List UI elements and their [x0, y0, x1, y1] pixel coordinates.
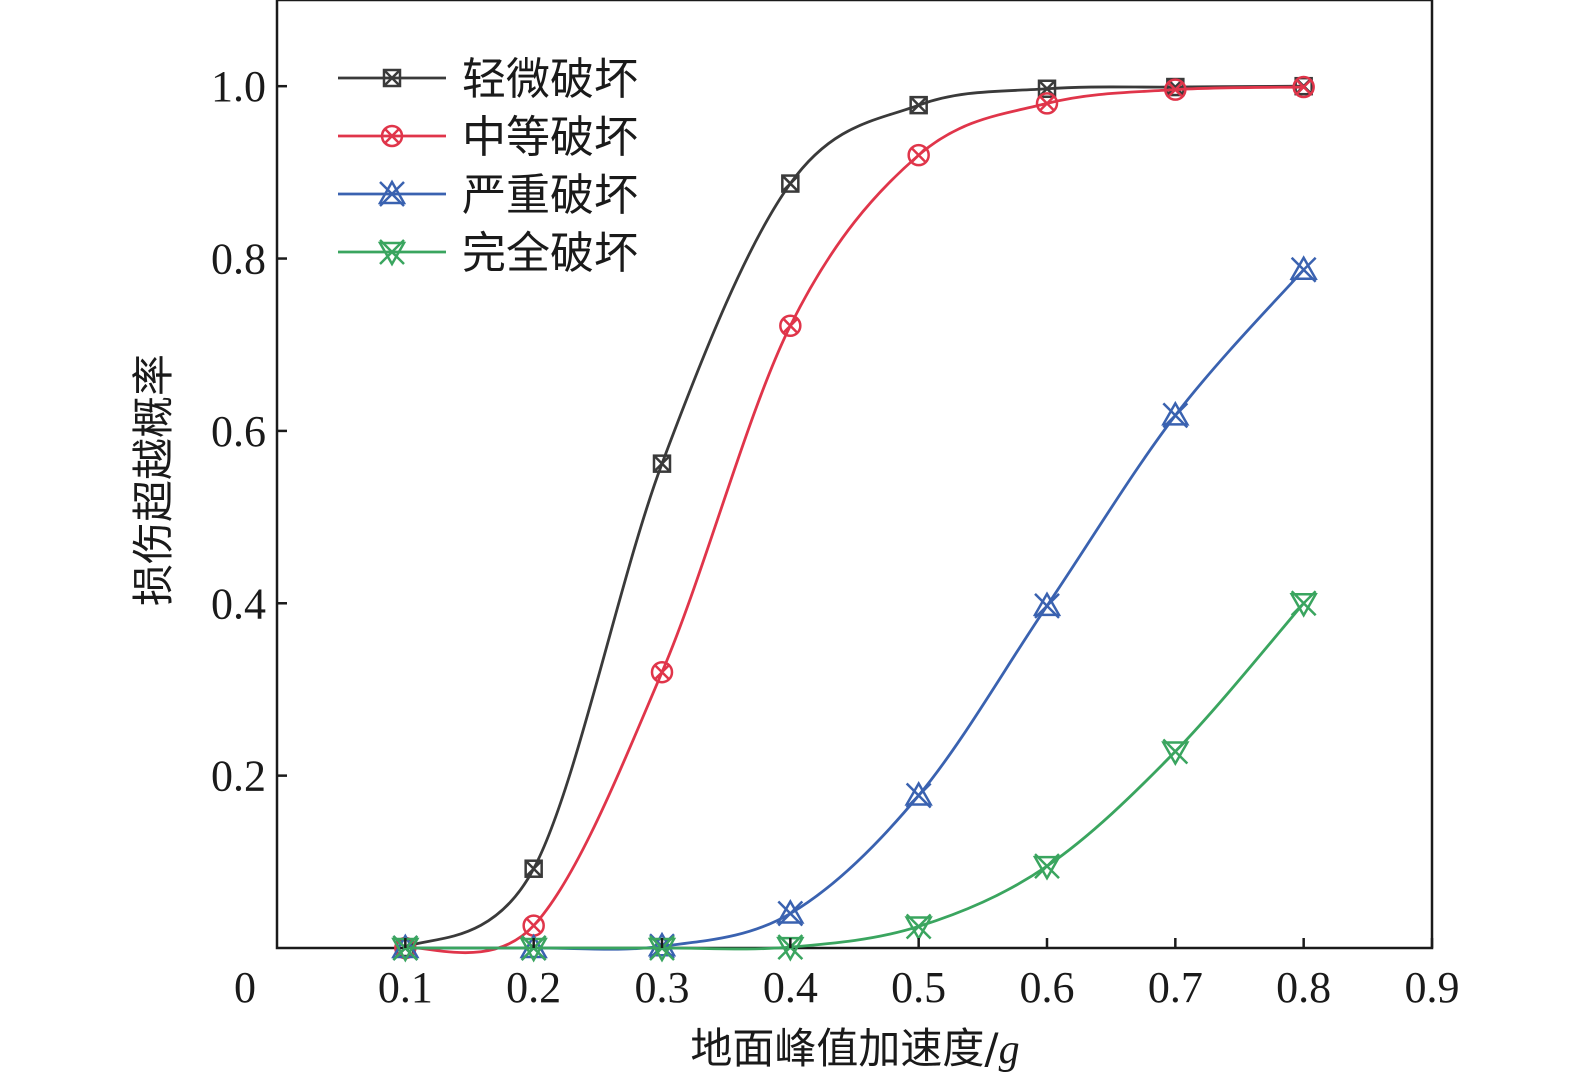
- x-tick-label: 0.6: [1020, 963, 1075, 1012]
- legend-marker: [377, 239, 407, 267]
- data-point: [1164, 78, 1187, 101]
- y-tick-label: 0.8: [211, 235, 266, 284]
- legend-label: 轻微破坏: [462, 54, 638, 105]
- x-axis-label-unit: g: [999, 1027, 1020, 1073]
- data-point: [907, 143, 930, 167]
- series-3: [391, 255, 1318, 961]
- data-point: [1032, 853, 1062, 881]
- x-tick-label: 0.3: [635, 963, 690, 1012]
- x-axis-label: 地面峰值加速度/g: [690, 1024, 1019, 1073]
- x-tick-label: 0.7: [1148, 963, 1203, 1012]
- legend-item: 中等破坏: [338, 112, 638, 163]
- legend-marker: [377, 179, 407, 207]
- x-tick-label: 0.1: [378, 963, 433, 1012]
- data-point: [779, 314, 802, 338]
- data-point: [904, 780, 933, 809]
- y-axis-label: 损伤超越概率: [129, 354, 178, 606]
- data-point: [1292, 75, 1315, 99]
- y-tick-label: 0.6: [211, 407, 266, 456]
- x-axis-label-text: 地面峰值加速度/: [690, 1024, 999, 1073]
- data-point: [650, 660, 674, 684]
- data-point: [1161, 738, 1190, 767]
- legend-label: 中等破坏: [462, 112, 638, 163]
- data-point: [1032, 591, 1062, 619]
- tick-layer: 0.1 0.2 0.3 0.4 0.5 0.6 0.7 0.8 0.9 0.2 0.4 0.6 0.8 1…: [211, 62, 1460, 1012]
- x-tick-label: 0.8: [1276, 963, 1331, 1012]
- series-line: [405, 268, 1305, 951]
- x-tick-label: 0.9: [1405, 963, 1460, 1012]
- data-point: [1289, 255, 1318, 283]
- legend-marker: [380, 124, 404, 148]
- data-point: [1289, 590, 1318, 618]
- series-4: [391, 590, 1318, 963]
- x-tick-label: 0.5: [891, 963, 946, 1012]
- series-2: [394, 75, 1315, 960]
- series-1: [396, 76, 1313, 958]
- data-point: [776, 899, 805, 927]
- legend-item: 轻微破坏: [338, 54, 638, 105]
- data-point: [909, 95, 928, 115]
- series-layer: [391, 75, 1318, 963]
- plot-area-frame: [275, 0, 1434, 950]
- data-point: [904, 913, 933, 941]
- legend-marker: [382, 68, 402, 88]
- legend-item: 完全破坏: [338, 228, 638, 279]
- y-tick-label: 0.4: [211, 579, 266, 628]
- y-tick-label: 0.2: [211, 752, 266, 801]
- data-point: [1035, 92, 1059, 115]
- data-point: [522, 914, 545, 937]
- y-tick-label: 1.0: [211, 62, 266, 111]
- x-tick-label: 0.4: [763, 963, 818, 1012]
- x-tick-label: 0.2: [506, 963, 561, 1012]
- legend-label: 严重破坏: [462, 170, 638, 221]
- data-point: [1161, 400, 1190, 429]
- legend-item: 严重破坏: [338, 170, 638, 221]
- data-point: [781, 174, 800, 193]
- data-point: [652, 454, 672, 473]
- series-line: [405, 602, 1305, 951]
- legend-label: 完全破坏: [462, 228, 638, 279]
- origin-label: 0: [234, 963, 256, 1012]
- data-point: [524, 859, 543, 878]
